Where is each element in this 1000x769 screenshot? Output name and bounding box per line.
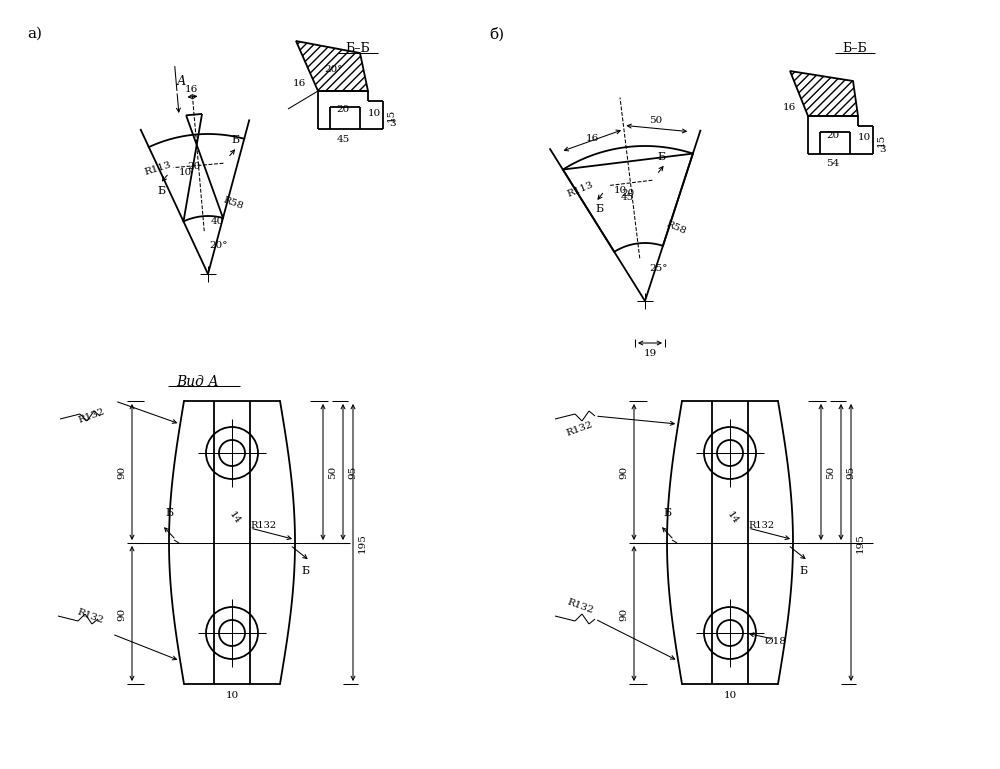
Text: 20: 20	[621, 189, 634, 198]
Text: 20: 20	[187, 161, 200, 171]
Text: 20: 20	[336, 105, 350, 115]
Text: Б–Б: Б–Б	[843, 42, 867, 55]
Text: 90: 90	[620, 465, 629, 478]
Text: 90: 90	[620, 608, 629, 621]
Text: Б: Б	[165, 508, 173, 518]
Text: 16: 16	[185, 85, 199, 95]
Text: А: А	[176, 75, 186, 88]
Text: а): а)	[28, 27, 42, 41]
Text: 15: 15	[876, 133, 886, 147]
Text: 14: 14	[726, 510, 740, 526]
Text: 50: 50	[649, 116, 662, 125]
Text: 50: 50	[826, 465, 836, 478]
Text: R113: R113	[143, 161, 172, 177]
Text: Б–Б: Б–Б	[346, 42, 370, 55]
Text: 90: 90	[118, 608, 126, 621]
Text: R132: R132	[75, 607, 105, 625]
Text: 45: 45	[336, 135, 350, 144]
Text: 16: 16	[585, 134, 599, 143]
Text: R132: R132	[748, 521, 774, 530]
Text: 20°: 20°	[209, 241, 228, 250]
Text: R113: R113	[566, 181, 595, 199]
Text: б): б)	[489, 27, 505, 42]
Text: R132: R132	[77, 407, 107, 425]
Text: 95: 95	[349, 465, 358, 478]
Text: 45: 45	[621, 193, 634, 201]
Text: 3: 3	[880, 145, 886, 154]
Text: 50: 50	[328, 465, 338, 478]
Text: R58: R58	[222, 195, 245, 211]
Text: 10: 10	[367, 108, 381, 118]
Text: 16: 16	[293, 78, 306, 88]
Text: 40: 40	[211, 217, 224, 226]
Text: 16: 16	[783, 104, 796, 112]
Text: R132: R132	[565, 597, 595, 615]
Text: 10: 10	[225, 691, 239, 701]
Text: Б: Б	[595, 204, 604, 214]
Text: 20: 20	[826, 131, 840, 139]
Text: Вид А: Вид А	[177, 375, 219, 389]
Text: Б: Б	[231, 135, 239, 145]
Text: 10: 10	[857, 134, 871, 142]
Text: 195: 195	[856, 533, 864, 553]
Text: 95: 95	[846, 465, 856, 478]
Text: R58: R58	[665, 219, 688, 235]
Text: R132: R132	[250, 521, 276, 530]
Text: R132: R132	[565, 420, 595, 438]
Text: Б: Б	[657, 151, 666, 161]
Text: 10: 10	[614, 186, 627, 195]
Text: 195: 195	[358, 533, 366, 553]
Text: 54: 54	[826, 159, 840, 168]
Text: Б: Б	[799, 566, 807, 576]
Text: 90: 90	[118, 465, 126, 478]
Text: 20°: 20°	[325, 65, 343, 74]
Text: 15: 15	[386, 108, 396, 122]
Text: Б: Б	[158, 186, 166, 196]
Text: 14: 14	[228, 510, 242, 526]
Text: Б: Б	[663, 508, 671, 518]
Text: 10: 10	[723, 691, 737, 701]
Text: Б: Б	[301, 566, 309, 576]
Text: 19: 19	[643, 348, 657, 358]
Text: 25°: 25°	[649, 265, 668, 273]
Text: 10: 10	[179, 168, 192, 177]
Text: Ø18: Ø18	[764, 637, 786, 645]
Text: 3: 3	[390, 119, 396, 128]
